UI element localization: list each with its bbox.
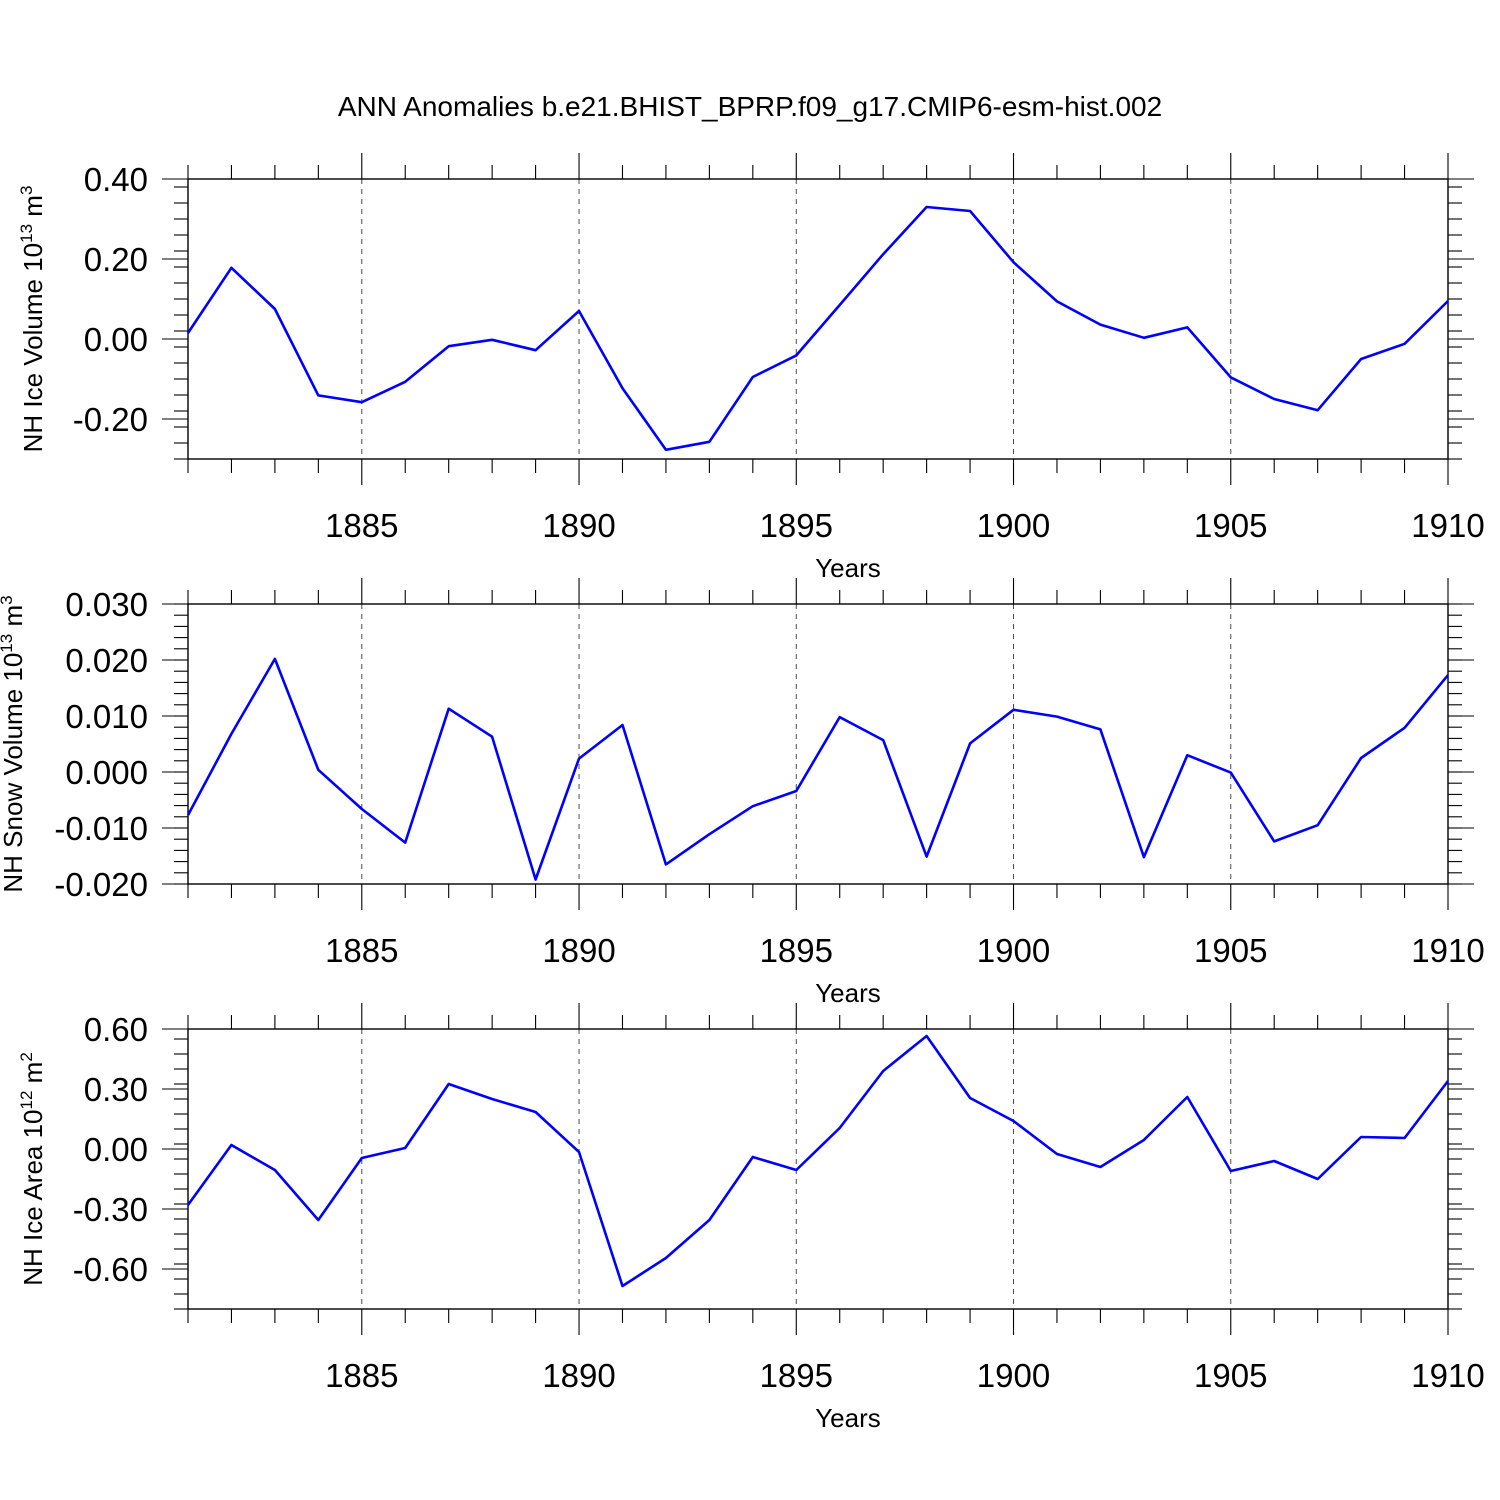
y-axis-label-unit: m	[0, 605, 28, 634]
x-tick-label: 1905	[1194, 932, 1267, 969]
plot-frame	[187, 603, 1449, 885]
figure-title: ANN Anomalies b.e21.BHIST_BPRP.f09_g17.C…	[338, 91, 1162, 122]
y-axis-label-exponent: 12	[17, 1091, 36, 1110]
x-tick-label: 1895	[760, 1357, 833, 1394]
y-tick-label: 0.60	[84, 1011, 148, 1048]
y-tick-label: 0.30	[84, 1071, 148, 1108]
x-axis-label: Years	[815, 1403, 881, 1433]
x-tick-label: 1910	[1411, 1357, 1484, 1394]
x-tick-label: 1905	[1194, 1357, 1267, 1394]
y-tick-label: 0.020	[65, 642, 148, 679]
y-tick-label: 0.030	[65, 586, 148, 623]
x-tick-label: 1900	[977, 932, 1050, 969]
y-axis-label-unit: m	[18, 195, 48, 224]
x-tick-label: 1910	[1411, 507, 1484, 544]
y-axis-label-name: NH Ice Area 10	[18, 1109, 48, 1285]
series-line-ice-area	[186, 1034, 1450, 1288]
y-axis-label-unit: m	[18, 1062, 48, 1091]
y-axis-label-exponent: 13	[0, 634, 16, 653]
y-tick-label: -0.20	[73, 401, 148, 438]
series-line-snow-volume	[186, 657, 1450, 881]
y-tick-label: 0.20	[84, 241, 148, 278]
y-tick-label: -0.30	[73, 1191, 148, 1228]
x-axis-label: Years	[815, 978, 881, 1008]
series-line-ice-volume	[186, 205, 1449, 452]
y-axis-label-unit-exponent: 3	[17, 186, 36, 195]
y-tick-label: 0.00	[84, 321, 148, 358]
y-tick-label: 0.000	[65, 754, 148, 791]
x-tick-label: 1885	[325, 1357, 398, 1394]
x-tick-label: 1905	[1194, 507, 1267, 544]
x-tick-label: 1890	[542, 507, 615, 544]
y-tick-label: 0.00	[84, 1131, 148, 1168]
chart-panel-ice-volume: 1885 1890 1895 1900 1905 1910 Years -0.20 0.00 0.…	[17, 153, 1485, 583]
y-axis-label-unit-exponent: 2	[17, 1052, 36, 1061]
chart-panel-snow-volume: 1885 1890 1895 1900 1905 1910 Years -0.020 -0.01…	[0, 578, 1485, 1008]
x-tick-label: 1885	[325, 507, 398, 544]
y-axis-label-name: NH Snow Volume 10	[0, 653, 28, 893]
plot-frame	[187, 1028, 1449, 1310]
x-tick-label: 1895	[760, 507, 833, 544]
chart-panel-ice-area: 1885 1890 1895 1900 1905 1910 Years -0.60 -0.30 0…	[17, 1003, 1485, 1433]
x-tick-label: 1900	[977, 1357, 1050, 1394]
x-tick-label: 1890	[542, 1357, 615, 1394]
y-tick-label: 0.010	[65, 698, 148, 735]
y-axis-label-unit-exponent: 3	[0, 595, 16, 604]
x-tick-label: 1890	[542, 932, 615, 969]
x-tick-label: 1900	[977, 507, 1050, 544]
x-tick-label: 1885	[325, 932, 398, 969]
y-tick-label: -0.010	[54, 810, 148, 847]
y-tick-label: -0.020	[54, 866, 148, 903]
x-tick-label: 1910	[1411, 932, 1484, 969]
plot-frame	[187, 178, 1449, 460]
y-tick-label: -0.60	[73, 1251, 148, 1288]
x-axis-label: Years	[815, 553, 881, 583]
x-tick-label: 1895	[760, 932, 833, 969]
y-tick-label: 0.40	[84, 161, 148, 198]
y-axis-label-exponent: 13	[17, 224, 36, 243]
y-axis-label-name: NH Ice Volume 10	[18, 243, 48, 453]
y-axis-label: NH Ice Volume 1013 m3	[17, 186, 48, 453]
y-axis-label: NH Snow Volume 1013 m3	[0, 595, 28, 892]
y-axis-label: NH Ice Area 1012 m2	[17, 1052, 48, 1286]
